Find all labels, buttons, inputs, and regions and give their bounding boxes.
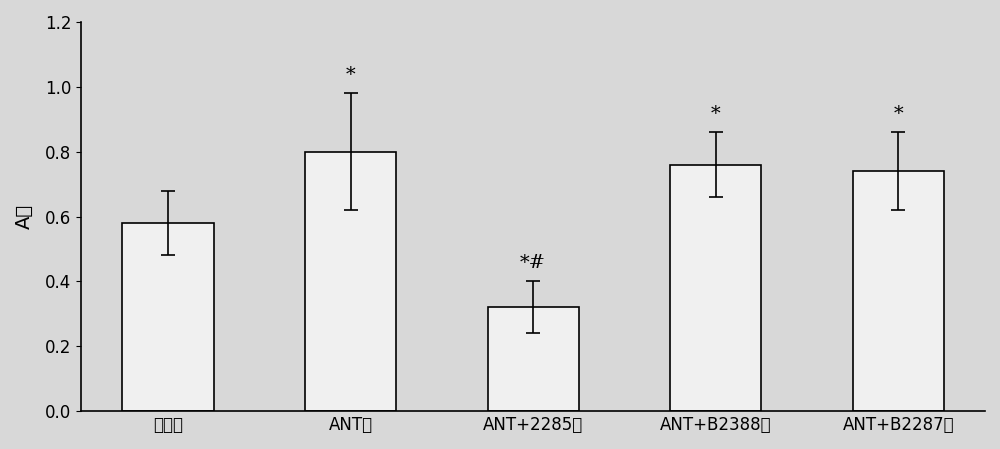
Text: *: *	[711, 105, 721, 123]
Y-axis label: A值: A值	[15, 204, 34, 229]
Bar	[122, 223, 214, 411]
Bar	[488, 308, 579, 411]
Bar	[853, 171, 944, 411]
Bar	[670, 165, 761, 411]
Text: *#: *#	[520, 254, 546, 272]
Text: *: *	[893, 105, 903, 123]
Text: *: *	[346, 66, 355, 84]
Bar	[305, 152, 396, 411]
